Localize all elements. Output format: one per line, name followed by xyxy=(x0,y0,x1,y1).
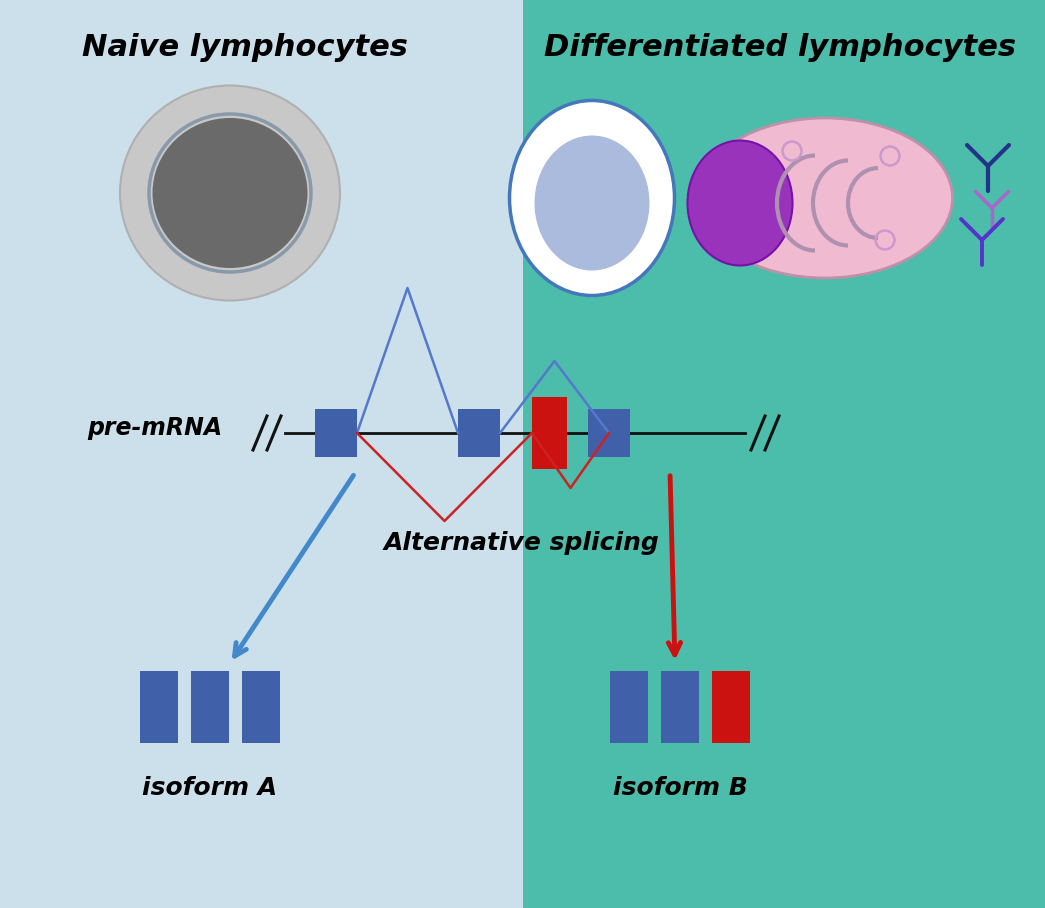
Bar xyxy=(191,671,229,743)
Bar xyxy=(661,671,699,743)
Text: pre-mRNA: pre-mRNA xyxy=(88,416,223,440)
Bar xyxy=(315,409,357,457)
Text: Differentiated lymphocytes: Differentiated lymphocytes xyxy=(544,34,1016,63)
Ellipse shape xyxy=(510,101,674,295)
Ellipse shape xyxy=(534,135,650,271)
Bar xyxy=(0,0,522,908)
Ellipse shape xyxy=(688,141,792,265)
Bar xyxy=(140,671,178,743)
Bar xyxy=(610,671,648,743)
Bar xyxy=(458,409,500,457)
Text: Alternative splicing: Alternative splicing xyxy=(385,531,659,555)
Bar xyxy=(242,671,280,743)
Ellipse shape xyxy=(697,118,952,278)
Bar xyxy=(588,409,630,457)
Text: isoform A: isoform A xyxy=(142,776,278,800)
Text: Naive lymphocytes: Naive lymphocytes xyxy=(83,34,408,63)
Ellipse shape xyxy=(149,114,311,272)
Bar xyxy=(712,671,750,743)
Text: isoform B: isoform B xyxy=(612,776,747,800)
Bar xyxy=(532,397,567,469)
Ellipse shape xyxy=(153,118,307,268)
Ellipse shape xyxy=(120,85,340,301)
Bar xyxy=(522,0,1045,908)
